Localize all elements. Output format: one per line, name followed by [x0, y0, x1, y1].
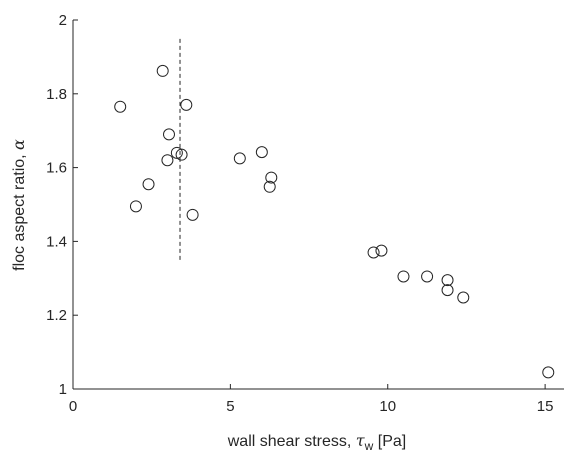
- data-point: [397, 270, 410, 283]
- y-tick-label: 1.8: [46, 86, 67, 103]
- data-point: [156, 64, 169, 77]
- x-axis-label-symbol: τ: [356, 431, 366, 450]
- y-axis-label-prefix: floc aspect ratio,: [11, 150, 28, 271]
- x-tick-label: 15: [537, 398, 554, 415]
- data-point: [162, 128, 175, 141]
- plot-area: [72, 20, 564, 390]
- x-axis-label-prefix: wall shear stress,: [227, 433, 356, 450]
- x-axis-label: wall shear stress, τw [Pa]: [227, 431, 406, 453]
- data-point: [441, 274, 454, 287]
- y-tick-label: 2: [59, 12, 67, 29]
- y-tick-label: 1: [59, 381, 67, 398]
- y-tick-label: 1.6: [46, 160, 67, 177]
- data-point: [441, 284, 454, 297]
- x-axis-ticks: 0 5 10 15: [69, 384, 554, 415]
- data-point: [161, 154, 174, 167]
- data-point: [129, 200, 142, 213]
- data-point: [186, 208, 199, 221]
- data-point: [180, 98, 193, 111]
- data-point: [367, 246, 380, 259]
- y-tick-label: 1.4: [46, 233, 67, 250]
- data-point: [255, 146, 268, 159]
- data-point: [142, 178, 155, 191]
- x-axis-label-suffix: [Pa]: [373, 433, 406, 450]
- y-axis-label: floc aspect ratio, α: [9, 139, 28, 271]
- data-points: [114, 64, 555, 379]
- data-point: [233, 152, 246, 165]
- data-point: [421, 270, 434, 283]
- y-axis-label-symbol: α: [9, 139, 28, 150]
- x-axis-label-subscript: w: [364, 439, 374, 453]
- x-tick-label: 10: [379, 398, 396, 415]
- x-tick-label: 5: [226, 398, 234, 415]
- data-point: [457, 291, 470, 304]
- y-tick-label: 1.2: [46, 307, 67, 324]
- data-point: [114, 100, 127, 113]
- data-point: [263, 180, 276, 193]
- x-tick-label: 0: [69, 398, 77, 415]
- data-point: [375, 244, 388, 257]
- y-axis-ticks: 1 1.2 1.4 1.6 1.8 2: [46, 12, 78, 398]
- data-point: [265, 171, 278, 184]
- data-point: [542, 366, 555, 379]
- data-point: [175, 148, 188, 161]
